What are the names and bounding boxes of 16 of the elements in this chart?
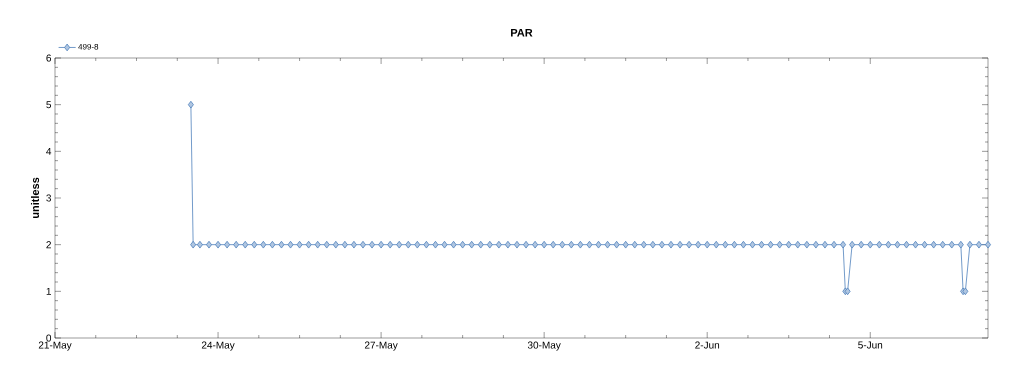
y-tick-label: 6 (46, 54, 52, 62)
x-tick-label: 2-Jun (695, 341, 720, 349)
y-tick-label: 5 (46, 101, 52, 109)
y-axis-title: unitless (30, 177, 40, 219)
legend-label: 499-8 (78, 43, 99, 50)
chart-title: PAR (511, 28, 533, 37)
y-tick-label: 2 (46, 241, 51, 249)
y-tick-label: 4 (46, 147, 52, 155)
x-tick-label: 21-May (38, 341, 72, 351)
x-tick-label: 30-May (527, 341, 561, 351)
x-tick-label: 27-May (364, 341, 398, 351)
y-tick-label: 1 (46, 287, 51, 295)
x-tick-label: 24-May (201, 341, 235, 351)
y-tick-label: 3 (46, 194, 52, 202)
x-tick-label: 5-Jun (858, 341, 883, 349)
y-tick-label: 0 (46, 334, 52, 342)
